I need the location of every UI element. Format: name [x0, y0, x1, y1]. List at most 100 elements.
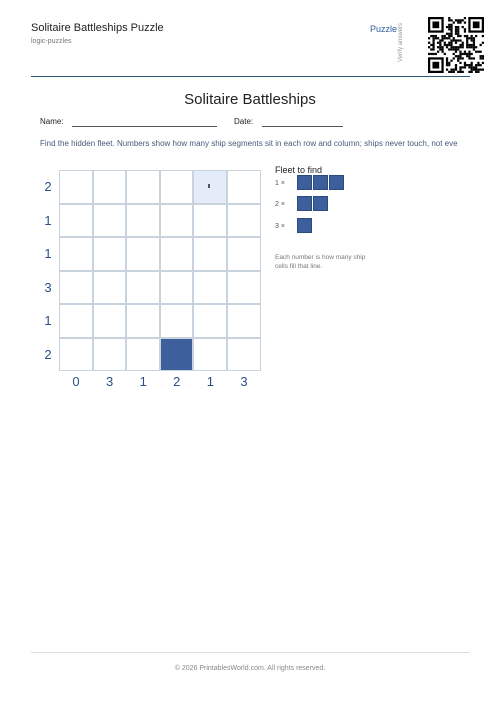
qr-module [466, 34, 469, 38]
qr-module [432, 43, 435, 47]
qr-module [472, 48, 476, 51]
qr-module [475, 46, 478, 49]
grid-cell [159, 203, 194, 237]
qr-module [450, 70, 453, 73]
qr-module [470, 43, 473, 47]
grid-cell [92, 170, 127, 204]
qr-module [457, 59, 460, 62]
qr-module [430, 48, 433, 51]
ship-block [329, 175, 344, 190]
qr-module [466, 52, 469, 56]
qr-module [434, 34, 437, 38]
grid-cell [59, 304, 93, 338]
ship-count: 2 × [275, 201, 285, 208]
qr-module [452, 52, 455, 56]
instructions: Find the hidden fleet. Numbers show how … [40, 139, 458, 148]
column-clue: 3 [105, 374, 114, 389]
qr-module [439, 41, 442, 44]
qr-module [461, 43, 464, 47]
qr-module [454, 64, 458, 67]
qr-module [459, 66, 462, 69]
qr-module [470, 34, 473, 38]
qr-module [450, 48, 453, 51]
qr-module [461, 19, 464, 22]
qr-module [468, 50, 471, 53]
qr-module [475, 70, 478, 73]
qr-module [479, 68, 482, 71]
grid-cell [126, 304, 160, 338]
grid-cell [59, 337, 93, 371]
qr-module [450, 43, 453, 47]
footer-rule [31, 652, 470, 653]
qr-module [452, 37, 455, 40]
qr-module [457, 30, 460, 33]
qr-module [470, 46, 473, 49]
qr-module [448, 19, 451, 22]
qr-module [445, 59, 449, 62]
qr-module [428, 41, 431, 44]
row-clue: 2 [44, 346, 52, 362]
qr-module [457, 46, 460, 49]
grid-cell [92, 237, 127, 271]
grid-cell [92, 304, 127, 338]
qr-module [459, 46, 462, 49]
grid-cell [159, 170, 194, 204]
row-clue: 3 [44, 279, 52, 295]
qr-module [472, 39, 476, 42]
qr-module [454, 19, 458, 22]
qr-module [477, 61, 480, 65]
column-clue: 3 [240, 374, 248, 389]
qr-module [454, 28, 458, 31]
qr-module [445, 64, 449, 67]
row-clue: 1 [44, 246, 52, 261]
qr-module [448, 32, 451, 35]
qr-module [432, 61, 440, 69]
tag-link[interactable]: Puzzle [370, 24, 398, 34]
qr-module [430, 34, 433, 38]
name-line [72, 126, 217, 127]
qr-module [459, 19, 462, 22]
qr-module [472, 66, 476, 69]
ship-block [297, 175, 312, 190]
qr-module [479, 50, 482, 53]
ship-block [313, 175, 328, 190]
qr-module [472, 21, 480, 29]
qr-module [436, 50, 440, 53]
qr-module [468, 37, 471, 40]
qr-module [432, 39, 435, 42]
qr-module [443, 52, 446, 56]
fleet-title: Fleet to find [275, 165, 323, 175]
grid-cell [227, 203, 261, 237]
qr-module [459, 61, 462, 65]
qr-caption: Verify answers [398, 22, 404, 62]
qr-module [472, 68, 476, 71]
qr-module [459, 43, 462, 47]
qr-module [463, 66, 467, 69]
qr-module [459, 52, 462, 56]
ship-block [313, 196, 328, 211]
qr-module [445, 57, 449, 60]
qr-module [441, 37, 444, 40]
puzzle-grid [59, 170, 261, 371]
qr-module [459, 21, 462, 24]
qr-module [470, 39, 473, 42]
qr-module [468, 43, 471, 47]
qr-module [461, 52, 464, 56]
qr-code[interactable] [428, 17, 484, 73]
qr-module [441, 46, 444, 49]
qr-module [463, 21, 467, 24]
qr-module [461, 46, 464, 49]
column-clue: 1 [206, 374, 214, 389]
qr-module [452, 70, 455, 73]
fleet-note: Each number is how many ship cells fill … [275, 254, 366, 270]
grid-cell [92, 337, 127, 371]
qr-module [452, 48, 455, 51]
qr-module [466, 43, 469, 47]
qr-module [428, 37, 431, 40]
qr-module [481, 55, 484, 58]
qr-module [466, 46, 469, 49]
qr-module [475, 50, 478, 53]
qr-module [481, 57, 484, 60]
qr-module [432, 34, 435, 38]
